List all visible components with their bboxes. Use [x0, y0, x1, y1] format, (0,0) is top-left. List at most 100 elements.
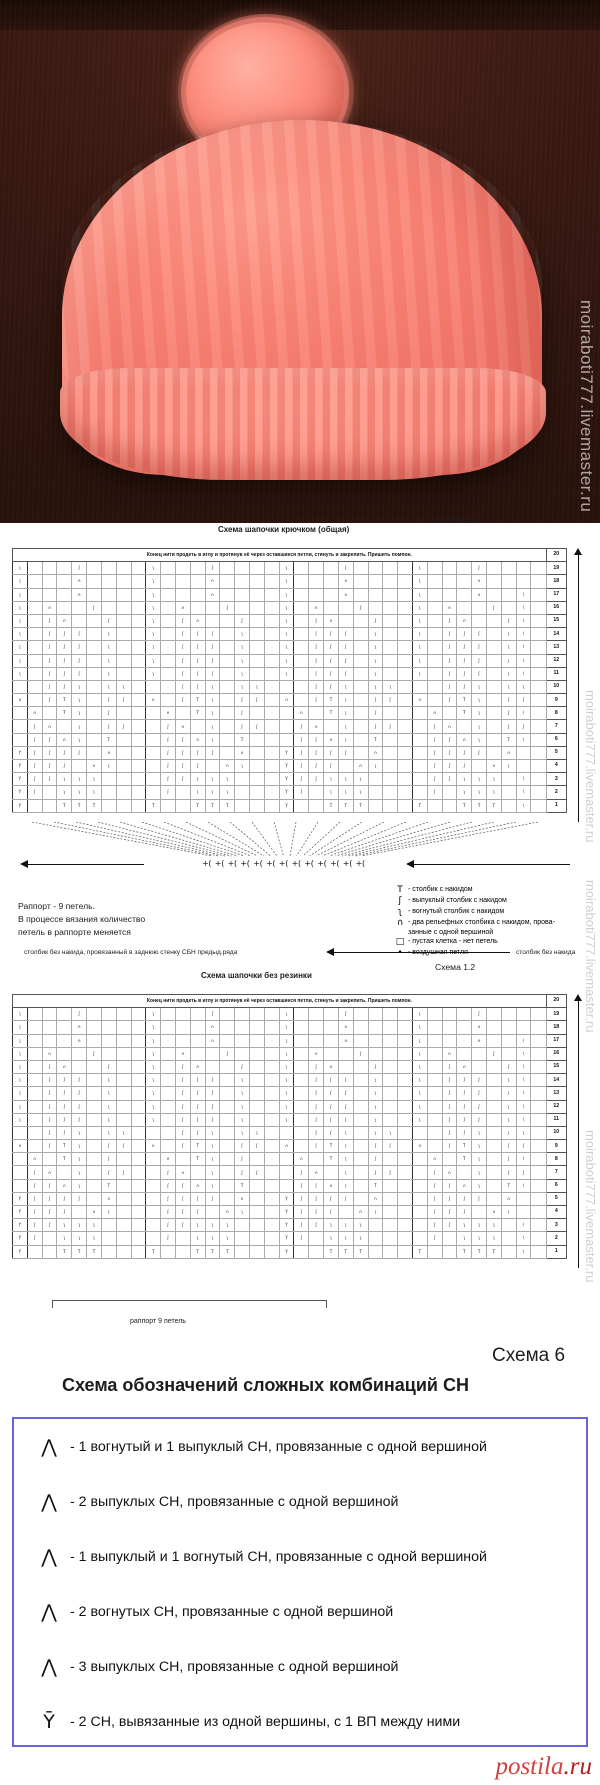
chart-cell: ʃ: [441, 1178, 458, 1193]
chart-cell: ʃ: [308, 666, 325, 681]
chart-row-number: 11: [545, 1112, 567, 1127]
chart-cell: [323, 1033, 339, 1048]
chart-cell: [486, 561, 502, 576]
chart-cell: ʅ: [86, 1231, 102, 1246]
chart-cell: ʃ: [189, 745, 206, 761]
chart-cell: [500, 561, 517, 576]
chart-cell: [308, 1152, 325, 1167]
chart-cell: ʃ: [426, 1204, 443, 1220]
chart-cell: [530, 1191, 547, 1207]
chart-cell: [530, 1152, 547, 1167]
chart-cell: ∩: [471, 587, 487, 602]
chart-cell: [26, 613, 43, 629]
chart-cell: [263, 1112, 280, 1127]
chart-cell: [115, 758, 132, 774]
chart-row-number: 3: [545, 1218, 567, 1233]
chart-cell: [441, 798, 458, 813]
svg-text:(: (: [260, 859, 263, 868]
chart-cell: [219, 613, 236, 629]
chart-cell: [249, 627, 265, 642]
chart-cell: T: [471, 1244, 487, 1259]
chart-cell: [263, 798, 280, 813]
chart-cell: ∩: [323, 1178, 339, 1193]
chart-cell: [530, 1244, 547, 1259]
chart-cell: [441, 1007, 458, 1022]
chart-cell: [337, 758, 354, 774]
chart-cell: ʃ: [41, 732, 58, 747]
chart-cell: [41, 1244, 58, 1259]
chart-cell: [530, 653, 547, 668]
chart-cell: T: [56, 1139, 73, 1154]
chart-cell: [71, 1059, 88, 1075]
chart-cell: [26, 640, 43, 655]
chart-cell: ʅ: [471, 1218, 487, 1233]
chart-cell: ʅ: [234, 627, 250, 642]
chart-cell: ʃ: [441, 1112, 458, 1127]
chart-cell: [426, 1139, 443, 1154]
chart-cell: [382, 706, 399, 721]
chart-cell: [411, 1231, 428, 1246]
chart-cell: [352, 1086, 369, 1101]
chart-cell: [145, 1218, 162, 1233]
chart-cell: ∩: [12, 693, 28, 708]
chart-cell: ∩: [441, 600, 458, 615]
chart-cell: [471, 1204, 487, 1220]
chart-cell: ∩: [56, 732, 73, 747]
chart-cell: ʃ: [308, 653, 325, 668]
chart-cell: [367, 1020, 384, 1035]
chart-cell: [41, 561, 58, 576]
chart-cell: [130, 666, 147, 681]
chart-cell: [86, 1125, 102, 1141]
chart-cell: [219, 706, 236, 721]
chart-cell: [130, 600, 147, 615]
chart-row-number: 20: [545, 993, 567, 1009]
chart-cell: T: [500, 732, 517, 747]
chart-cell: [174, 574, 191, 589]
chart-cell: ʃ: [441, 1073, 458, 1088]
chart-cell: [263, 1204, 280, 1220]
chart-cell: ʅ: [12, 600, 28, 615]
chart-cell: [426, 1244, 443, 1259]
chart-cell: Ỵ: [12, 1191, 28, 1207]
combination-legend-text: - 2 выпуклых СН, провязанные с одной вер…: [70, 1493, 399, 1510]
chart-cell: [323, 574, 339, 589]
chart-cell: [130, 1204, 147, 1220]
rapport-bracket: [52, 1300, 327, 1308]
chart-cell: [249, 772, 265, 787]
chart-cell: ʅ: [278, 600, 295, 615]
chart-cell: [352, 1007, 369, 1022]
chart-cell: ∩: [26, 1152, 43, 1167]
chart-cell: Ỵ: [12, 1218, 28, 1233]
chart-cell: [130, 758, 147, 774]
chart-cell: [130, 772, 147, 787]
watermark-gray-2: moiraboti777.livemaster.ru: [583, 880, 598, 1033]
chart-cell: ∩: [71, 1033, 88, 1048]
chart-cell: [486, 1152, 502, 1167]
chart-cell: [145, 1191, 162, 1207]
chart-cell: ʅ: [471, 1231, 487, 1246]
chart-cell: ∩: [308, 1165, 325, 1180]
chart-cell: [426, 561, 443, 576]
chart-cell: [189, 1033, 206, 1048]
chart-cell: [426, 640, 443, 655]
legend-text: - воздушная петля: [408, 949, 468, 956]
chart-cell: [86, 561, 102, 576]
chart-cell: [219, 1086, 236, 1101]
chart-cell: ʅ: [204, 706, 221, 721]
chart-cell: ʃ: [174, 1112, 191, 1127]
chart-cell: [71, 613, 88, 629]
chart-cell: [515, 758, 532, 774]
chart-cell: [263, 1139, 280, 1154]
chart-cell: [86, 693, 102, 708]
chart-cell: [293, 679, 310, 695]
chart-cell: Ỵ: [278, 1204, 295, 1220]
chart-cell: ʅ: [145, 1033, 162, 1048]
chart-cell: ʃ: [308, 1218, 325, 1233]
chart-cell: [56, 561, 73, 576]
chart-cell: [130, 613, 147, 629]
chart-cell: \: [515, 1231, 532, 1246]
chart-cell: [352, 561, 369, 576]
chart-cell: [204, 613, 221, 629]
chart-cell: [219, 1073, 236, 1088]
chart-cell: ʃ: [41, 1073, 58, 1088]
